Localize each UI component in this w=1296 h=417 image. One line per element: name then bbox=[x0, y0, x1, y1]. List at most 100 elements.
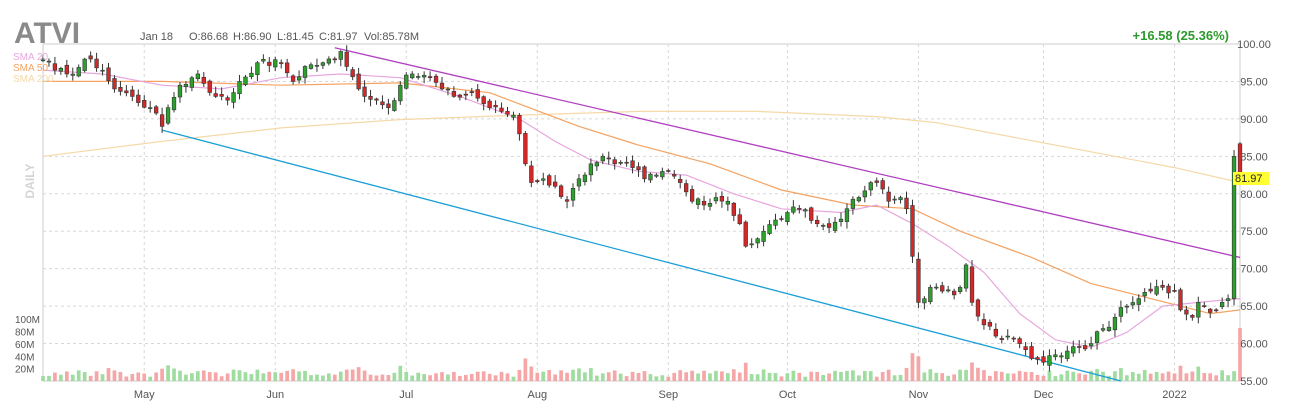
volume-bar bbox=[642, 371, 647, 381]
candle-body bbox=[1202, 305, 1207, 307]
candle-body bbox=[904, 197, 909, 210]
volume-bar bbox=[231, 369, 236, 381]
candle-body bbox=[1112, 317, 1118, 331]
candle-body bbox=[791, 206, 796, 213]
candle-body bbox=[314, 65, 320, 67]
candle-body bbox=[898, 197, 903, 201]
volume-bar bbox=[904, 367, 909, 381]
candle-body bbox=[1130, 302, 1135, 306]
candle-body bbox=[523, 133, 528, 165]
volume-bar bbox=[404, 371, 409, 381]
volume-bar bbox=[922, 372, 927, 381]
volume-bar bbox=[493, 375, 498, 381]
volume-bar bbox=[166, 365, 170, 381]
candle-body bbox=[922, 298, 927, 304]
candle-body bbox=[427, 76, 433, 79]
y-tick-label: 70.00 bbox=[1240, 264, 1268, 276]
candle-body bbox=[70, 73, 75, 76]
candle-body bbox=[946, 289, 951, 292]
volume-bar bbox=[809, 371, 814, 381]
candle-body bbox=[445, 88, 451, 91]
candle-body bbox=[421, 74, 427, 78]
volume-bar bbox=[332, 374, 337, 381]
volume-bar bbox=[1023, 371, 1028, 381]
candle-body bbox=[862, 190, 867, 198]
volume-bar bbox=[452, 371, 456, 381]
quote-high: H:86.90 bbox=[233, 31, 272, 43]
candle-body bbox=[731, 202, 736, 216]
candle-body bbox=[553, 181, 558, 187]
volume-bar bbox=[868, 371, 873, 381]
volume-bar bbox=[1119, 368, 1123, 381]
legend-sma-20: SMA 20 bbox=[13, 52, 48, 63]
volume-bar bbox=[499, 371, 504, 381]
candle-body bbox=[94, 58, 99, 69]
volume-bar bbox=[553, 374, 557, 381]
volume-bar bbox=[1208, 373, 1213, 381]
candle-body bbox=[588, 163, 594, 176]
candle-body bbox=[279, 62, 284, 64]
volume-bar bbox=[1130, 372, 1135, 381]
candle-body bbox=[541, 178, 546, 181]
volume-bar bbox=[154, 372, 158, 381]
volume-bar bbox=[898, 374, 903, 381]
volume-bar bbox=[726, 373, 730, 381]
volume-bar bbox=[690, 370, 694, 381]
candle-body bbox=[1219, 302, 1225, 308]
last-price-highlight bbox=[1233, 172, 1269, 185]
volume-bar bbox=[201, 370, 206, 381]
volume-bar bbox=[1125, 375, 1129, 381]
candle-body bbox=[1071, 346, 1076, 354]
candle-body bbox=[320, 62, 326, 66]
candle-body bbox=[737, 214, 742, 225]
x-tick-label: Jul bbox=[399, 389, 413, 401]
volume-bar bbox=[958, 369, 962, 381]
candle-body bbox=[338, 51, 343, 60]
volume-bar bbox=[410, 375, 415, 381]
candle-body bbox=[493, 104, 498, 108]
candle-body bbox=[1041, 356, 1046, 363]
candle-body bbox=[505, 110, 510, 115]
candle-body bbox=[1214, 309, 1219, 312]
volume-bar bbox=[803, 376, 808, 381]
volume-bar bbox=[743, 362, 748, 381]
candle-body bbox=[1178, 289, 1183, 311]
x-tick-label: May bbox=[134, 389, 155, 401]
candle-body bbox=[695, 198, 701, 205]
candle-body bbox=[1184, 309, 1189, 315]
y-tick-label: 100.00 bbox=[1237, 39, 1271, 51]
candle-body bbox=[803, 209, 808, 212]
x-tick-label: Dec bbox=[1034, 389, 1054, 401]
candle-body bbox=[975, 299, 981, 317]
candle-body bbox=[183, 83, 189, 87]
volume-bar bbox=[1071, 371, 1076, 381]
volume-bar bbox=[422, 374, 426, 381]
candle-body bbox=[380, 101, 385, 106]
candle-body bbox=[558, 185, 564, 197]
candle-body bbox=[666, 170, 671, 172]
candle-body bbox=[761, 230, 766, 242]
volume-bar bbox=[1065, 370, 1070, 381]
candle-body bbox=[1047, 355, 1052, 366]
y-tick-label: 80.00 bbox=[1240, 189, 1268, 201]
candle-body bbox=[797, 207, 802, 210]
y-tick-label: 60.00 bbox=[1240, 339, 1268, 351]
candle-body bbox=[332, 58, 337, 61]
volume-bar bbox=[416, 372, 421, 381]
candle-body bbox=[547, 175, 552, 186]
candle-body bbox=[487, 100, 492, 108]
volume-bar bbox=[612, 370, 617, 381]
volume-bar bbox=[559, 370, 563, 381]
volume-bar bbox=[862, 371, 867, 381]
candle-body bbox=[957, 287, 963, 292]
candle-body bbox=[636, 166, 641, 171]
candle-body bbox=[529, 165, 534, 183]
volume-bar bbox=[731, 369, 736, 381]
candle-body bbox=[701, 200, 707, 206]
candle-body bbox=[517, 115, 522, 135]
volume-bar bbox=[993, 371, 998, 381]
candle-body bbox=[630, 160, 635, 168]
volume-bar bbox=[976, 367, 980, 381]
volume-bar bbox=[219, 376, 224, 381]
